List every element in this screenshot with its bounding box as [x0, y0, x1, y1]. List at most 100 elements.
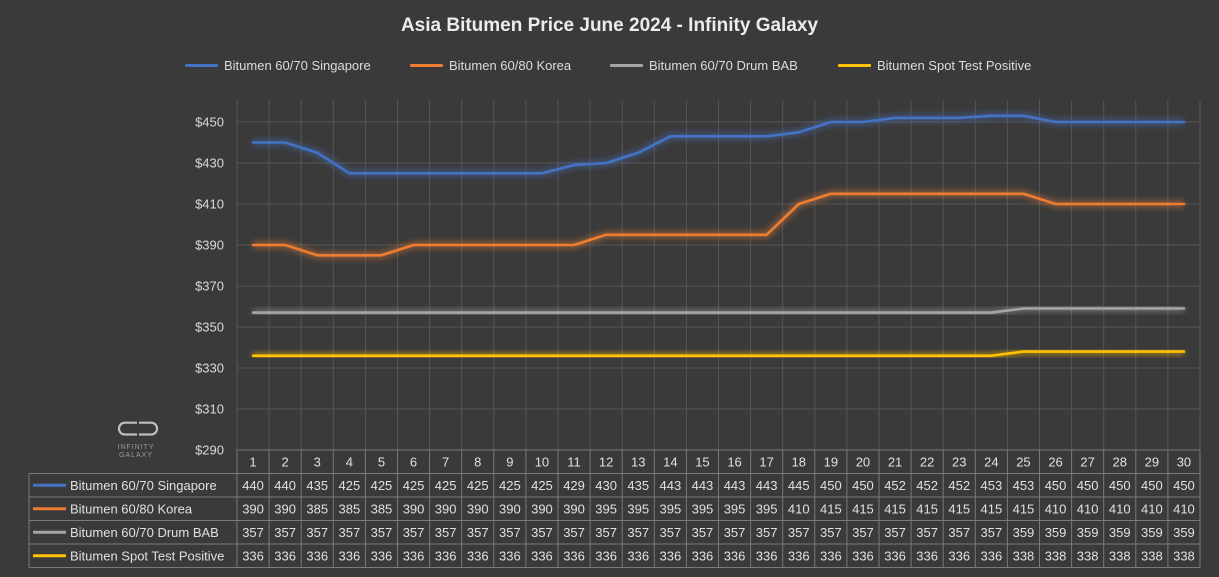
table-data-label: 336 — [467, 548, 489, 563]
y-tick-label: $350 — [195, 320, 224, 335]
table-data-label: 336 — [499, 548, 521, 563]
table-series-label-0: Bitumen 60/70 Singapore — [70, 478, 217, 493]
table-data-label: 357 — [306, 525, 328, 540]
table-data-label: 443 — [756, 478, 778, 493]
legend-label-korea: Bitumen 60/80 Korea — [449, 58, 572, 73]
table-data-label: 336 — [659, 548, 681, 563]
table-data-label: 450 — [1077, 478, 1099, 493]
table-data-label: 425 — [403, 478, 425, 493]
table-data-label: 357 — [531, 525, 553, 540]
y-tick-label: $370 — [195, 279, 224, 294]
y-tick-label: $450 — [195, 115, 224, 130]
legend-swatch-spot — [838, 64, 871, 67]
table-data-label: 415 — [884, 501, 906, 516]
table-data-label: 336 — [820, 548, 842, 563]
x-tick-label: 1 — [249, 454, 256, 469]
table-data-label: 359 — [1045, 525, 1067, 540]
legend-item-korea: Bitumen 60/80 Korea — [410, 58, 571, 73]
table-data-label: 450 — [820, 478, 842, 493]
table-data-label: 357 — [595, 525, 617, 540]
y-tick-label: $290 — [195, 443, 224, 458]
table-data-label: 357 — [371, 525, 393, 540]
table-data-label: 336 — [916, 548, 938, 563]
table-data-label: 435 — [627, 478, 649, 493]
table-data-label: 390 — [467, 501, 489, 516]
x-tick-label: 10 — [535, 454, 549, 469]
table-data-label: 415 — [1013, 501, 1035, 516]
table-data-label: 415 — [980, 501, 1002, 516]
table-data-label: 336 — [884, 548, 906, 563]
table-data-label: 435 — [306, 478, 328, 493]
table-data-label: 425 — [499, 478, 521, 493]
x-tick-label: 5 — [378, 454, 385, 469]
x-tick-label: 3 — [314, 454, 321, 469]
legend-label-drum: Bitumen 60/70 Drum BAB — [649, 58, 798, 73]
table-data-label: 359 — [1013, 525, 1035, 540]
table-data-label: 357 — [627, 525, 649, 540]
legend-item-singapore: Bitumen 60/70 Singapore — [185, 58, 371, 73]
table-data-label: 390 — [563, 501, 585, 516]
table-data-label: 357 — [563, 525, 585, 540]
x-tick-label: 23 — [952, 454, 966, 469]
x-tick-label: 17 — [759, 454, 773, 469]
x-tick-label: 30 — [1177, 454, 1191, 469]
table-data-label: 450 — [1109, 478, 1131, 493]
table-data-label: 357 — [274, 525, 296, 540]
table-data-label: 452 — [948, 478, 970, 493]
table-data-label: 410 — [1141, 501, 1163, 516]
table-data-label: 357 — [788, 525, 810, 540]
table-data-label: 395 — [724, 501, 746, 516]
table-data-label: 359 — [1141, 525, 1163, 540]
x-tick-label: 16 — [727, 454, 741, 469]
table-data-label: 395 — [595, 501, 617, 516]
x-tick-label: 4 — [346, 454, 353, 469]
table-data-label: 336 — [948, 548, 970, 563]
table-data-label: 443 — [692, 478, 714, 493]
table-data-label: 336 — [724, 548, 746, 563]
x-tick-label: 27 — [1080, 454, 1094, 469]
table-data-label: 450 — [1141, 478, 1163, 493]
table-data-label: 338 — [1141, 548, 1163, 563]
table-data-label: 338 — [1173, 548, 1195, 563]
table-data-label: 452 — [916, 478, 938, 493]
table-data-label: 453 — [980, 478, 1002, 493]
table-data-label: 450 — [1045, 478, 1067, 493]
table-data-label: 338 — [1077, 548, 1099, 563]
table-data-label: 440 — [242, 478, 264, 493]
table-data-label: 445 — [788, 478, 810, 493]
x-tick-label: 29 — [1145, 454, 1159, 469]
table-data-label: 443 — [724, 478, 746, 493]
y-tick-label: $390 — [195, 238, 224, 253]
legend-label-spot: Bitumen Spot Test Positive — [877, 58, 1032, 73]
table-data-label: 390 — [435, 501, 457, 516]
legend-label-singapore: Bitumen 60/70 Singapore — [224, 58, 371, 73]
x-tick-label: 14 — [663, 454, 677, 469]
legend-item-drum: Bitumen 60/70 Drum BAB — [610, 58, 798, 73]
table-data-label: 338 — [1109, 548, 1131, 563]
table-data-label: 415 — [820, 501, 842, 516]
x-tick-label: 15 — [695, 454, 709, 469]
legend-item-spot: Bitumen Spot Test Positive — [838, 58, 1031, 73]
table-data-label: 430 — [595, 478, 617, 493]
table-data-label: 338 — [1045, 548, 1067, 563]
table-data-label: 395 — [756, 501, 778, 516]
table-data-label: 415 — [852, 501, 874, 516]
table-data-label: 443 — [659, 478, 681, 493]
table-data-label: 336 — [274, 548, 296, 563]
table-data-label: 357 — [948, 525, 970, 540]
table-data-label: 415 — [916, 501, 938, 516]
table-data-label: 425 — [435, 478, 457, 493]
chart-legend: Bitumen 60/70 Singapore Bitumen 60/80 Ko… — [0, 58, 1219, 78]
y-tick-label: $410 — [195, 197, 224, 212]
table-data-label: 390 — [531, 501, 553, 516]
table-data-label: 390 — [242, 501, 264, 516]
table-data-label: 357 — [467, 525, 489, 540]
table-data-label: 410 — [1077, 501, 1099, 516]
x-tick-label: 11 — [567, 454, 581, 469]
table-data-label: 336 — [980, 548, 1002, 563]
table-data-label: 357 — [724, 525, 746, 540]
x-tick-label: 13 — [631, 454, 645, 469]
x-tick-label: 7 — [442, 454, 449, 469]
table-data-label: 336 — [627, 548, 649, 563]
table-data-label: 357 — [692, 525, 714, 540]
